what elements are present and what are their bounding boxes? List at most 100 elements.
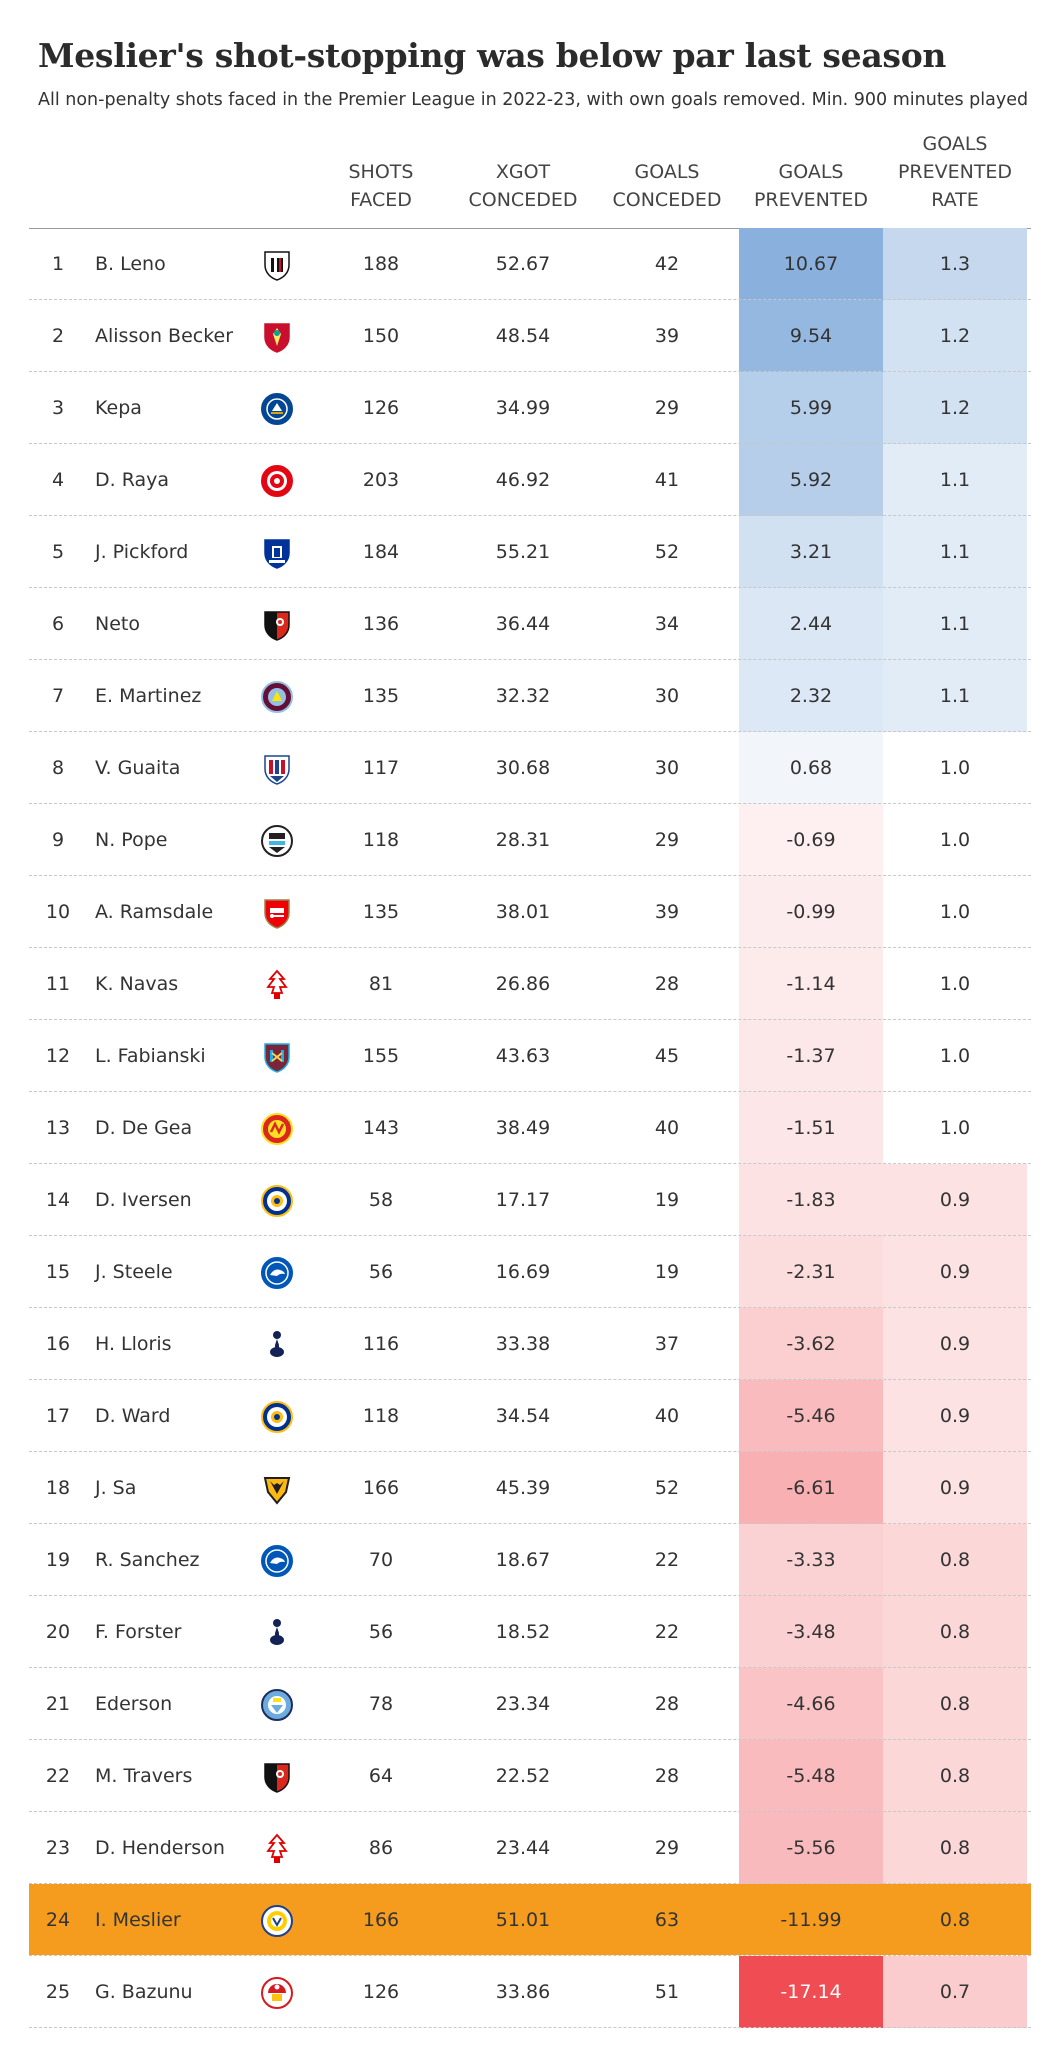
goals-prevented-rate-cell: 1.0 <box>939 1117 971 1139</box>
goals-prevented-rate-heat-cell <box>883 948 1027 1020</box>
xgot-conceded-cell: 43.63 <box>495 1045 551 1067</box>
goals-conceded-cell: 39 <box>654 325 680 347</box>
xgot-conceded-cell: 33.38 <box>495 1333 551 1355</box>
rank-cell: 3 <box>51 397 65 419</box>
player-name: V. Guaita <box>95 757 181 779</box>
goals-conceded-cell: 29 <box>654 397 680 419</box>
southampton-crest-icon <box>260 1976 294 2010</box>
goals-prevented-cell: 2.32 <box>789 685 833 707</box>
goals-prevented-rate-heat-cell <box>883 1668 1027 1740</box>
xgot-conceded-cell: 26.86 <box>495 973 551 995</box>
xgot-conceded-cell: 45.39 <box>495 1477 551 1499</box>
shots-faced-cell: 86 <box>368 1837 394 1859</box>
goals-prevented-rate-cell: 1.0 <box>939 757 971 779</box>
rank-cell: 2 <box>51 325 65 347</box>
goals-prevented-heat-cell <box>739 804 883 876</box>
row-divider <box>29 1091 1031 1092</box>
goals-prevented-rate-cell: 1.0 <box>939 1045 971 1067</box>
chart-subtitle: All non-penalty shots faced in the Premi… <box>38 90 1029 110</box>
table-row: 7 E. Martinez 135 32.32 30 2.32 1.1 <box>0 660 1053 732</box>
table-row: 2 Alisson Becker 150 48.54 39 9.54 1.2 <box>0 300 1053 372</box>
player-name: E. Martinez <box>95 685 202 707</box>
goals-conceded-cell: 19 <box>654 1261 680 1283</box>
goals-prevented-rate-cell: 1.2 <box>939 325 971 347</box>
rank-cell: 9 <box>51 829 65 851</box>
goals-prevented-rate-heat-cell <box>883 1812 1027 1884</box>
goals-prevented-rate-cell: 0.9 <box>939 1189 971 1211</box>
player-name: J. Steele <box>95 1261 173 1283</box>
rank-cell: 15 <box>45 1261 71 1283</box>
goals-prevented-cell: 10.67 <box>783 253 839 275</box>
brighton-crest-icon <box>260 1256 294 1290</box>
goals-prevented-cell: 2.44 <box>789 613 833 635</box>
column-header-gp: GOALS PREVENTED <box>739 158 883 214</box>
table-row: 24 I. Meslier 166 51.01 63 -11.99 0.8 <box>0 1884 1053 1956</box>
shots-faced-cell: 118 <box>362 1405 400 1427</box>
row-divider <box>29 371 1031 372</box>
goals-prevented-rate-heat-cell <box>883 1092 1027 1164</box>
table-row: 15 J. Steele 56 16.69 19 -2.31 0.9 <box>0 1236 1053 1308</box>
leicester-crest-icon <box>260 1184 294 1218</box>
shots-faced-cell: 81 <box>368 973 394 995</box>
goals-prevented-rate-heat-cell <box>883 228 1027 300</box>
xgot-conceded-cell: 18.52 <box>495 1621 551 1643</box>
column-header-line: CONCEDED <box>612 189 722 211</box>
goals-prevented-heat-cell <box>739 1092 883 1164</box>
row-divider <box>29 2027 1031 2028</box>
aston-villa-crest-icon <box>260 680 294 714</box>
player-name: J. Sa <box>95 1477 137 1499</box>
rank-cell: 8 <box>51 757 65 779</box>
player-name: N. Pope <box>95 829 168 851</box>
row-divider <box>29 803 1031 804</box>
leicester-crest-icon <box>260 1400 294 1434</box>
rank-cell: 1 <box>51 253 65 275</box>
column-header-line: SHOTS <box>348 161 414 183</box>
goals-prevented-rate-cell: 0.8 <box>939 1765 971 1787</box>
goals-prevented-rate-heat-cell <box>883 444 1027 516</box>
rank-cell: 23 <box>45 1837 71 1859</box>
arsenal-crest-icon <box>260 896 294 930</box>
goals-prevented-rate-heat-cell <box>883 1236 1027 1308</box>
goals-prevented-cell: 5.92 <box>789 469 833 491</box>
shots-faced-cell: 150 <box>362 325 400 347</box>
goals-prevented-heat-cell <box>739 1668 883 1740</box>
shots-faced-cell: 166 <box>362 1477 400 1499</box>
shots-faced-cell: 184 <box>362 541 400 563</box>
goals-prevented-rate-cell: 1.1 <box>939 469 971 491</box>
player-name: D. Ward <box>95 1405 171 1427</box>
nottingham-forest-crest-icon <box>260 1832 294 1866</box>
column-header-line: PREVENTED <box>753 189 869 211</box>
table-row: 13 D. De Gea 143 38.49 40 -1.51 1.0 <box>0 1092 1053 1164</box>
shots-faced-cell: 135 <box>362 901 400 923</box>
player-name: D. Henderson <box>95 1837 225 1859</box>
goals-prevented-rate-heat-cell <box>883 1380 1027 1452</box>
player-name: B. Leno <box>95 253 166 275</box>
goals-prevented-heat-cell <box>739 372 883 444</box>
xgot-conceded-cell: 30.68 <box>495 757 551 779</box>
rank-cell: 4 <box>51 469 65 491</box>
player-name: L. Fabianski <box>95 1045 206 1067</box>
goals-prevented-heat-cell <box>739 1956 883 2028</box>
rank-cell: 18 <box>45 1477 71 1499</box>
goals-prevented-heat-cell <box>739 516 883 588</box>
goals-prevented-rate-cell: 1.3 <box>939 253 971 275</box>
player-name: D. Iversen <box>95 1189 192 1211</box>
goals-prevented-heat-cell <box>739 588 883 660</box>
goals-prevented-cell: -3.48 <box>786 1621 836 1643</box>
goals-prevented-rate-heat-cell <box>883 1308 1027 1380</box>
player-name: Alisson Becker <box>95 325 234 347</box>
row-divider <box>29 1379 1031 1380</box>
goals-prevented-heat-cell <box>739 228 883 300</box>
goals-conceded-cell: 28 <box>654 1693 680 1715</box>
newcastle-crest-icon <box>260 824 294 858</box>
player-name: I. Meslier <box>95 1909 181 1931</box>
goals-prevented-heat-cell <box>739 1020 883 1092</box>
rank-cell: 11 <box>45 973 71 995</box>
goals-prevented-heat-cell <box>739 1812 883 1884</box>
table-row: 21 Ederson 78 23.34 28 -4.66 0.8 <box>0 1668 1053 1740</box>
table-row: 8 V. Guaita 117 30.68 30 0.68 1.0 <box>0 732 1053 804</box>
goals-conceded-cell: 34 <box>654 613 680 635</box>
goals-prevented-rate-cell: 0.8 <box>939 1621 971 1643</box>
west-ham-crest-icon <box>260 1040 294 1074</box>
